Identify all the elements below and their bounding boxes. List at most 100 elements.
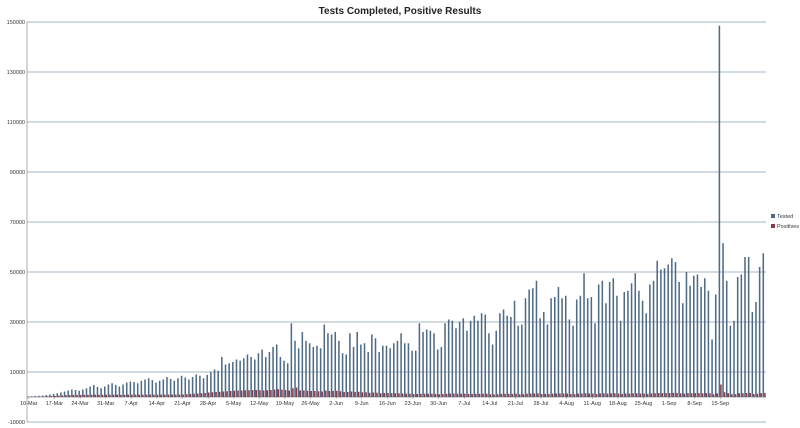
tested-bar: [744, 257, 746, 397]
x-tick-label: 7-Apr: [125, 401, 139, 407]
tested-bar: [451, 320, 454, 397]
tested-bar: [188, 379, 190, 397]
tested-bar: [663, 268, 666, 397]
tested-bar: [616, 295, 618, 397]
tested-bar: [455, 328, 457, 397]
positives-bar: [493, 394, 495, 397]
positives-bar: [79, 394, 82, 397]
positives-bar: [57, 395, 60, 397]
tested-bar: [480, 313, 483, 397]
positives-bar: [646, 393, 649, 397]
positives-bar: [76, 394, 78, 397]
tested-bar: [572, 325, 574, 397]
tested-bar: [403, 343, 406, 397]
positives-bar: [350, 391, 353, 397]
positives-bar: [471, 393, 473, 397]
x-tick-label: 2-Jun: [329, 401, 343, 407]
tested-bar: [652, 280, 655, 397]
tested-bar: [367, 352, 369, 397]
tested-bar: [561, 298, 563, 397]
positives-bar: [639, 393, 642, 397]
tested-bar: [747, 257, 750, 397]
x-tick-label: 31-Mar: [97, 401, 115, 407]
tested-bar: [338, 340, 340, 397]
positives-bar: [255, 390, 258, 397]
tested-bar: [89, 386, 91, 397]
positives-bar: [723, 392, 726, 397]
tested-bar: [272, 347, 274, 397]
tested-bar: [543, 312, 545, 397]
positives-bar: [65, 395, 67, 397]
tested-bar: [535, 280, 538, 397]
x-tick-label: 11-Aug: [584, 401, 601, 407]
tested-bar: [232, 362, 234, 397]
tested-bar: [38, 395, 40, 397]
positives-bar: [343, 392, 345, 397]
positives-bar: [303, 390, 305, 397]
x-tick-label: 9-Jun: [355, 401, 369, 407]
positives-bar: [712, 394, 715, 397]
tested-bar: [444, 323, 446, 397]
positives-bar: [87, 394, 89, 397]
positives-bar: [226, 391, 228, 397]
positives-bar: [237, 390, 239, 397]
tested-bar: [118, 386, 121, 397]
positives-bar: [464, 393, 466, 397]
tested-bar: [206, 375, 208, 397]
tested-bar: [433, 333, 435, 397]
positives-bar: [650, 393, 653, 397]
y-tick-label: 30000: [10, 320, 25, 326]
tested-bar: [312, 347, 315, 397]
tested-bar: [169, 379, 172, 397]
tested-bar: [180, 375, 183, 397]
positives-bar: [123, 394, 126, 397]
tested-bar: [546, 324, 549, 397]
tested-bar: [674, 262, 677, 397]
positives-bar: [189, 394, 192, 397]
positives-bar: [299, 390, 301, 397]
tested-bar: [656, 260, 658, 397]
positives-bar: [222, 391, 225, 397]
tested-bar: [601, 280, 604, 397]
positives-bar: [544, 393, 547, 397]
positives-bar: [61, 395, 64, 397]
positives-bar: [745, 393, 748, 397]
tested-bar: [147, 378, 150, 397]
tested-bar: [221, 357, 223, 397]
tested-bar: [67, 390, 69, 397]
positives-bar: [668, 393, 671, 397]
positives-bar: [595, 394, 598, 397]
positives-bar: [573, 394, 576, 397]
legend-swatch: [771, 224, 775, 228]
positives-bar: [551, 393, 554, 397]
positives-bar: [50, 396, 53, 397]
positives-bar: [259, 390, 261, 397]
x-tick-label: 24-Mar: [71, 401, 89, 407]
x-tick-label: 21-Apr: [174, 401, 191, 407]
positives-bar: [394, 393, 397, 397]
tested-bar: [641, 300, 644, 397]
tested-bar: [495, 330, 497, 397]
positives-bar: [500, 393, 503, 397]
positives-bar: [207, 392, 210, 397]
positives-bar: [171, 394, 173, 397]
positives-bar: [321, 391, 323, 397]
tested-bar: [71, 389, 73, 397]
tested-bar: [513, 300, 516, 397]
tested-bar: [330, 334, 333, 397]
positives-bar: [756, 393, 759, 397]
positives-bar: [251, 390, 254, 397]
tested-bar: [425, 329, 428, 397]
positives-bar: [266, 390, 269, 397]
positives-bar: [679, 393, 682, 397]
tested-bar: [144, 379, 146, 397]
positives-bar: [54, 395, 56, 397]
positives-bar: [109, 394, 111, 397]
tested-bar: [177, 378, 179, 397]
positives-bar: [690, 393, 693, 397]
positives-bar: [749, 393, 751, 397]
tested-bar: [371, 334, 373, 397]
tested-bar: [155, 382, 157, 397]
tested-bar: [93, 385, 95, 397]
positives-bar: [368, 392, 371, 397]
